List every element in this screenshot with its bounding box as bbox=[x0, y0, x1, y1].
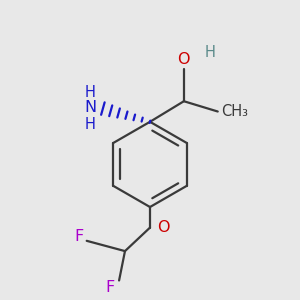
Text: H: H bbox=[205, 45, 215, 60]
Text: O: O bbox=[158, 220, 170, 235]
Text: O: O bbox=[178, 52, 190, 68]
Text: N: N bbox=[85, 100, 97, 115]
Text: F: F bbox=[74, 229, 84, 244]
Text: F: F bbox=[105, 280, 115, 295]
Text: H: H bbox=[85, 117, 95, 132]
Text: H: H bbox=[85, 85, 95, 100]
Text: CH₃: CH₃ bbox=[221, 104, 248, 119]
